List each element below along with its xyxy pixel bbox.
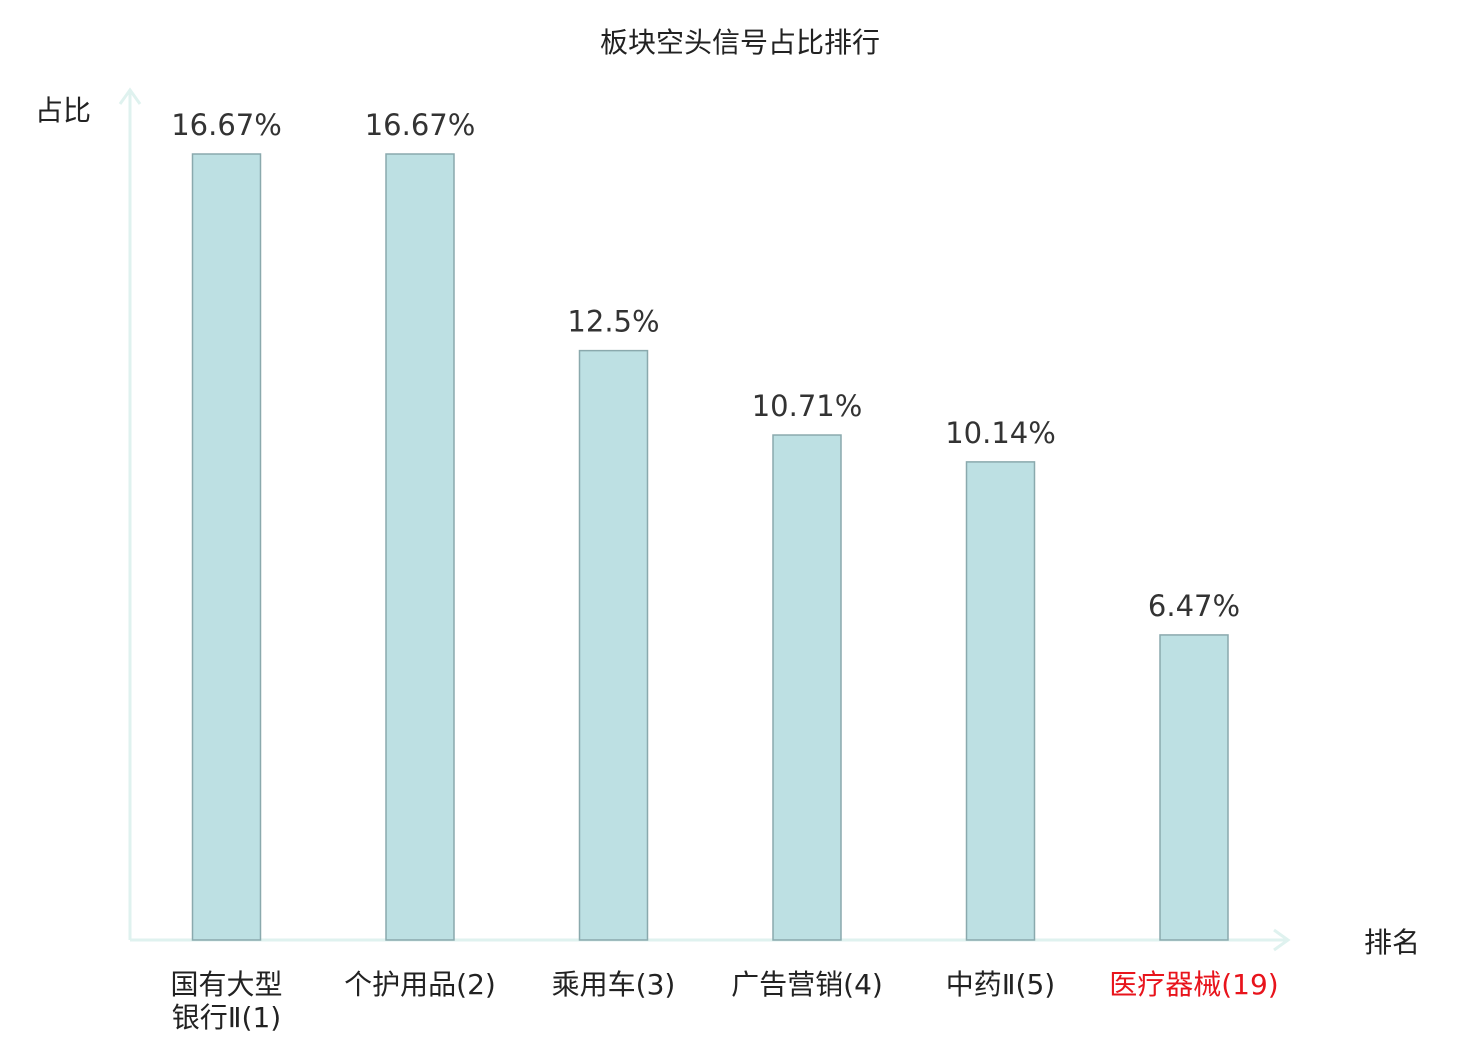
data-label: 16.67%	[171, 108, 282, 142]
x-tick-label: 银行Ⅱ(1)	[172, 1001, 281, 1034]
x-axis-label: 排名	[1364, 926, 1420, 959]
x-tick-label: 国有大型	[170, 968, 282, 1001]
data-label: 10.71%	[752, 389, 863, 423]
bar	[191, 153, 262, 941]
x-tick-label: 乘用车(3)	[552, 968, 676, 1001]
x-tick-label: 个护用品(2)	[344, 968, 496, 1001]
bar	[385, 153, 455, 941]
data-label: 12.5%	[567, 305, 659, 339]
x-tick-label: 广告营销(4)	[731, 968, 883, 1001]
y-axis-arrow	[118, 87, 142, 105]
x-tick-label: 中药Ⅱ(5)	[946, 968, 1055, 1001]
bar	[772, 434, 842, 941]
x-axis-arrow	[1273, 928, 1291, 952]
data-label: 6.47%	[1148, 589, 1240, 623]
x-tick-label: 医疗器械(19)	[1109, 968, 1278, 1001]
data-label: 10.14%	[945, 416, 1056, 450]
bar	[578, 349, 649, 941]
data-label: 16.67%	[365, 108, 476, 142]
chart-title: 板块空头信号占比排行	[600, 26, 880, 59]
axes	[118, 87, 1291, 952]
bar	[965, 461, 1036, 941]
bar	[1159, 634, 1229, 941]
y-axis-label: 占比	[35, 94, 91, 127]
